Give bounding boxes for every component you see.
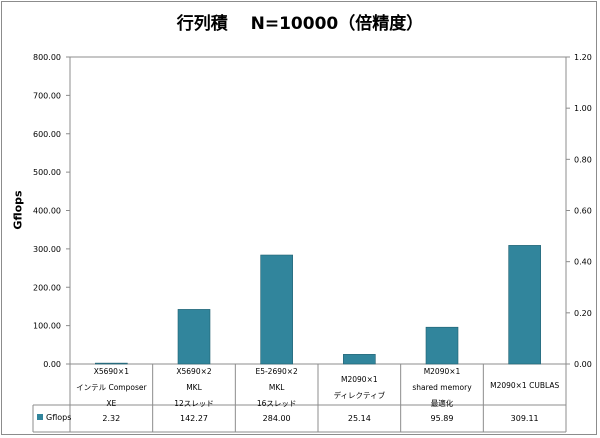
bar <box>260 254 293 365</box>
category-label: X5690×1 <box>94 367 130 376</box>
y-tick-label: 100.00 <box>33 322 61 331</box>
category-label: 12スレッド <box>174 399 214 408</box>
category-label: インテル Composer <box>76 383 147 392</box>
y-tick-label: 800.00 <box>33 53 61 62</box>
bar <box>177 309 211 365</box>
y-tick-label: 0.00 <box>43 360 61 369</box>
category-label: XE <box>106 399 116 408</box>
category-label: shared memory <box>412 383 472 392</box>
data-label: 25.14 <box>348 414 371 423</box>
category-label: M2090×1 <box>341 375 378 384</box>
data-label: 309.11 <box>511 414 539 423</box>
category-label: X5690×2 <box>176 367 212 376</box>
data-label: 142.27 <box>180 414 208 423</box>
bar <box>343 354 376 365</box>
y-tick-label: 300.00 <box>33 245 61 254</box>
legend-label: Gflops <box>46 413 71 422</box>
y-tick-label: 700.00 <box>33 91 61 100</box>
y2-tick-label: 0.60 <box>574 207 592 216</box>
category-label: 16スレッド <box>257 399 297 408</box>
y2-tick-label: 1.20 <box>574 53 592 62</box>
chart-title: 行列積 N=10000（倍精度） <box>176 14 424 34</box>
y-tick-label: 500.00 <box>33 168 61 177</box>
y2-tick-label: 0.00 <box>574 360 592 369</box>
bar <box>95 362 128 365</box>
category-label: ディレクティブ <box>334 390 386 400</box>
category-label: E5-2690×2 <box>255 367 298 376</box>
y2-tick-label: 1.00 <box>574 104 592 113</box>
category-label: MKL <box>186 383 202 392</box>
y2-tick-label: 0.20 <box>574 309 592 318</box>
plot-area <box>69 56 567 365</box>
y-tick-label: 400.00 <box>33 207 61 216</box>
y2-tick-label: 0.40 <box>574 258 592 267</box>
data-label: 284.00 <box>263 414 291 423</box>
category-label: M2090×1 <box>424 367 461 376</box>
category-label: 最適化 <box>431 398 454 408</box>
bar <box>425 326 459 365</box>
data-label: 95.89 <box>431 414 454 423</box>
category-label: MKL <box>269 383 285 392</box>
bar <box>508 245 541 365</box>
y2-tick-label: 0.80 <box>574 155 592 164</box>
y-tick-label: 600.00 <box>33 130 61 139</box>
y-tick-label: 200.00 <box>33 283 61 292</box>
legend-swatch <box>37 414 43 420</box>
category-label: M2090×1 CUBLAS <box>490 381 559 390</box>
data-label: 2.32 <box>102 414 120 423</box>
